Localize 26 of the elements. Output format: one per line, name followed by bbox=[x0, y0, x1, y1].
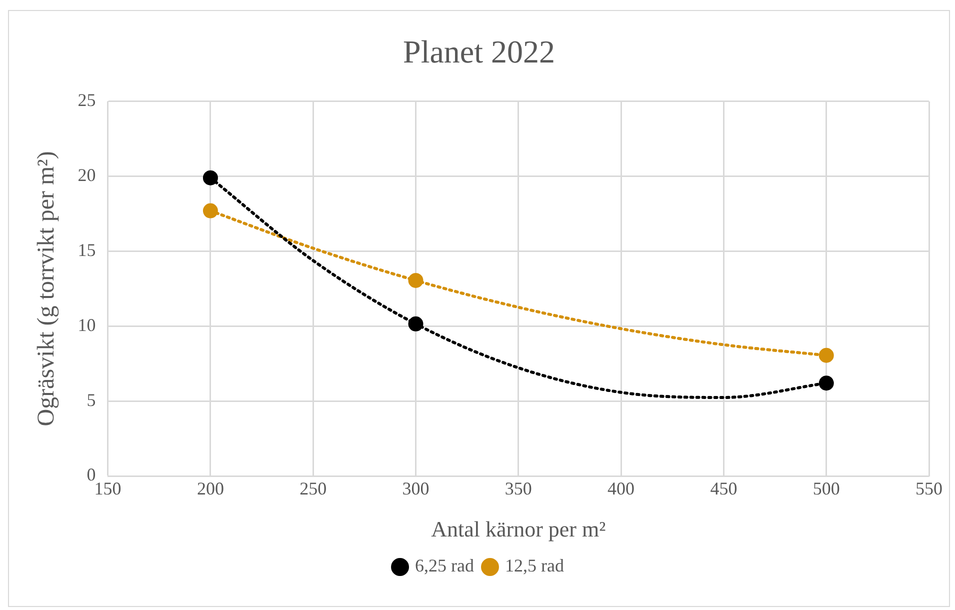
point bbox=[818, 376, 834, 391]
point bbox=[408, 272, 424, 288]
x-tick-label: 150 bbox=[94, 478, 122, 499]
y-tick-label: 0 bbox=[86, 464, 96, 485]
x-tick-label: 300 bbox=[402, 478, 430, 499]
point bbox=[818, 348, 834, 363]
chart-title: Planet 2022 bbox=[403, 34, 555, 70]
y-tick-label: 5 bbox=[86, 390, 96, 410]
x-tick-label: 350 bbox=[504, 478, 532, 499]
x-tick-label: 250 bbox=[300, 478, 327, 499]
x-tick-label: 500 bbox=[812, 478, 840, 499]
point bbox=[202, 170, 218, 186]
x-tick-label: 200 bbox=[196, 478, 224, 499]
point bbox=[202, 203, 218, 218]
legend-label: 12,5 rad bbox=[505, 556, 564, 576]
x-tick-label: 450 bbox=[710, 478, 738, 499]
y-axis-title: Ogräsvikt (g torrvikt per m²) bbox=[34, 151, 60, 426]
y-tick-label: 25 bbox=[78, 90, 96, 110]
y-tick-label: 20 bbox=[78, 165, 96, 186]
x-tick-label: 550 bbox=[916, 478, 942, 499]
y-tick-label: 10 bbox=[78, 314, 96, 335]
x-tick-label: 400 bbox=[608, 478, 635, 499]
y-tick-label: 15 bbox=[78, 240, 96, 260]
point bbox=[408, 316, 424, 332]
x-axis-title: Antal kärnor per m² bbox=[431, 516, 606, 542]
legend-label: 6,25 rad bbox=[415, 556, 474, 576]
